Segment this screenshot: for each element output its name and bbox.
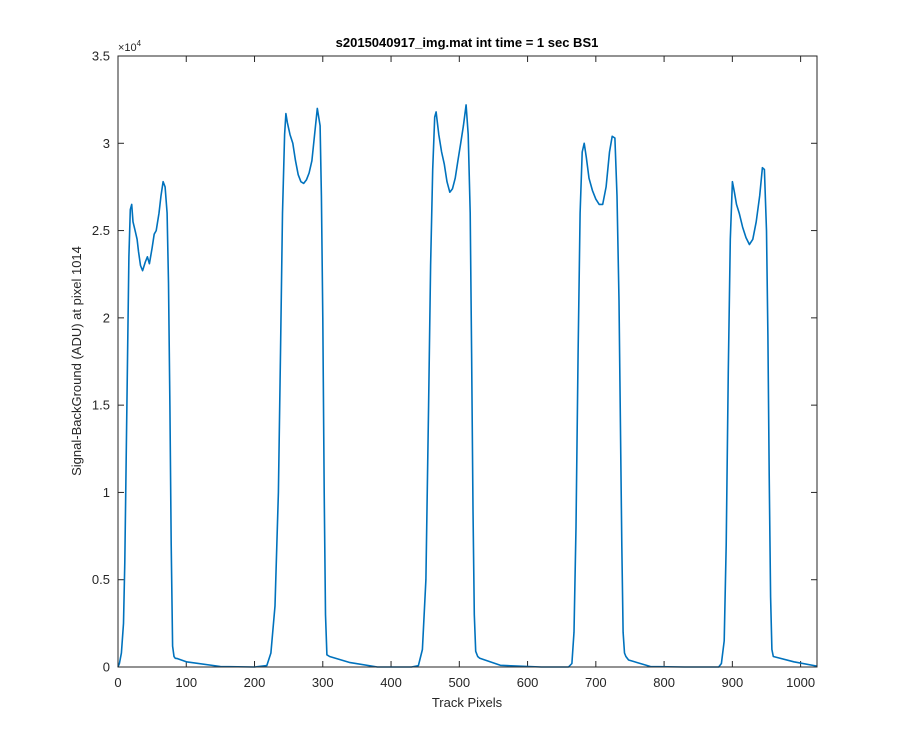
y-tick-label: 0 bbox=[103, 660, 110, 675]
x-tick-label: 900 bbox=[722, 675, 744, 690]
x-tick-label: 300 bbox=[312, 675, 334, 690]
x-tick-label: 200 bbox=[244, 675, 266, 690]
chart-title: s2015040917_img.mat int time = 1 sec BS1 bbox=[336, 35, 599, 50]
x-tick-label: 1000 bbox=[786, 675, 815, 690]
x-tick-label: 800 bbox=[653, 675, 675, 690]
y-tick-label: 3.5 bbox=[92, 49, 110, 64]
x-tick-label: 700 bbox=[585, 675, 607, 690]
y-axis-exponent: ×104 bbox=[118, 39, 142, 54]
y-tick-label: 2 bbox=[103, 310, 110, 325]
tick-marks bbox=[117, 55, 817, 668]
y-tick-label: 1.5 bbox=[92, 398, 110, 413]
tick-labels: 0 100 200 300 400 500 600 700 800 900 1000 0 0.5 1 1.5… bbox=[92, 49, 815, 691]
y-axis-title: Signal-BackGround (ADU) at pixel 1014 bbox=[69, 246, 84, 476]
x-tick-label: 600 bbox=[517, 675, 539, 690]
y-axis-exponent-base: ×10 bbox=[118, 42, 137, 54]
x-axis-title: Track Pixels bbox=[432, 695, 503, 710]
x-tick-label: 400 bbox=[380, 675, 402, 690]
plot-frame bbox=[117, 55, 818, 668]
y-tick-label: 2.5 bbox=[92, 223, 110, 238]
y-axis-exponent-power: 4 bbox=[137, 39, 142, 48]
x-tick-label: 100 bbox=[175, 675, 197, 690]
y-tick-label: 3 bbox=[103, 136, 110, 151]
x-tick-label: 500 bbox=[448, 675, 470, 690]
x-tick-label: 0 bbox=[114, 675, 121, 690]
series-line bbox=[117, 104, 818, 668]
y-tick-label: 1 bbox=[103, 485, 110, 500]
y-tick-label: 0.5 bbox=[92, 572, 110, 587]
